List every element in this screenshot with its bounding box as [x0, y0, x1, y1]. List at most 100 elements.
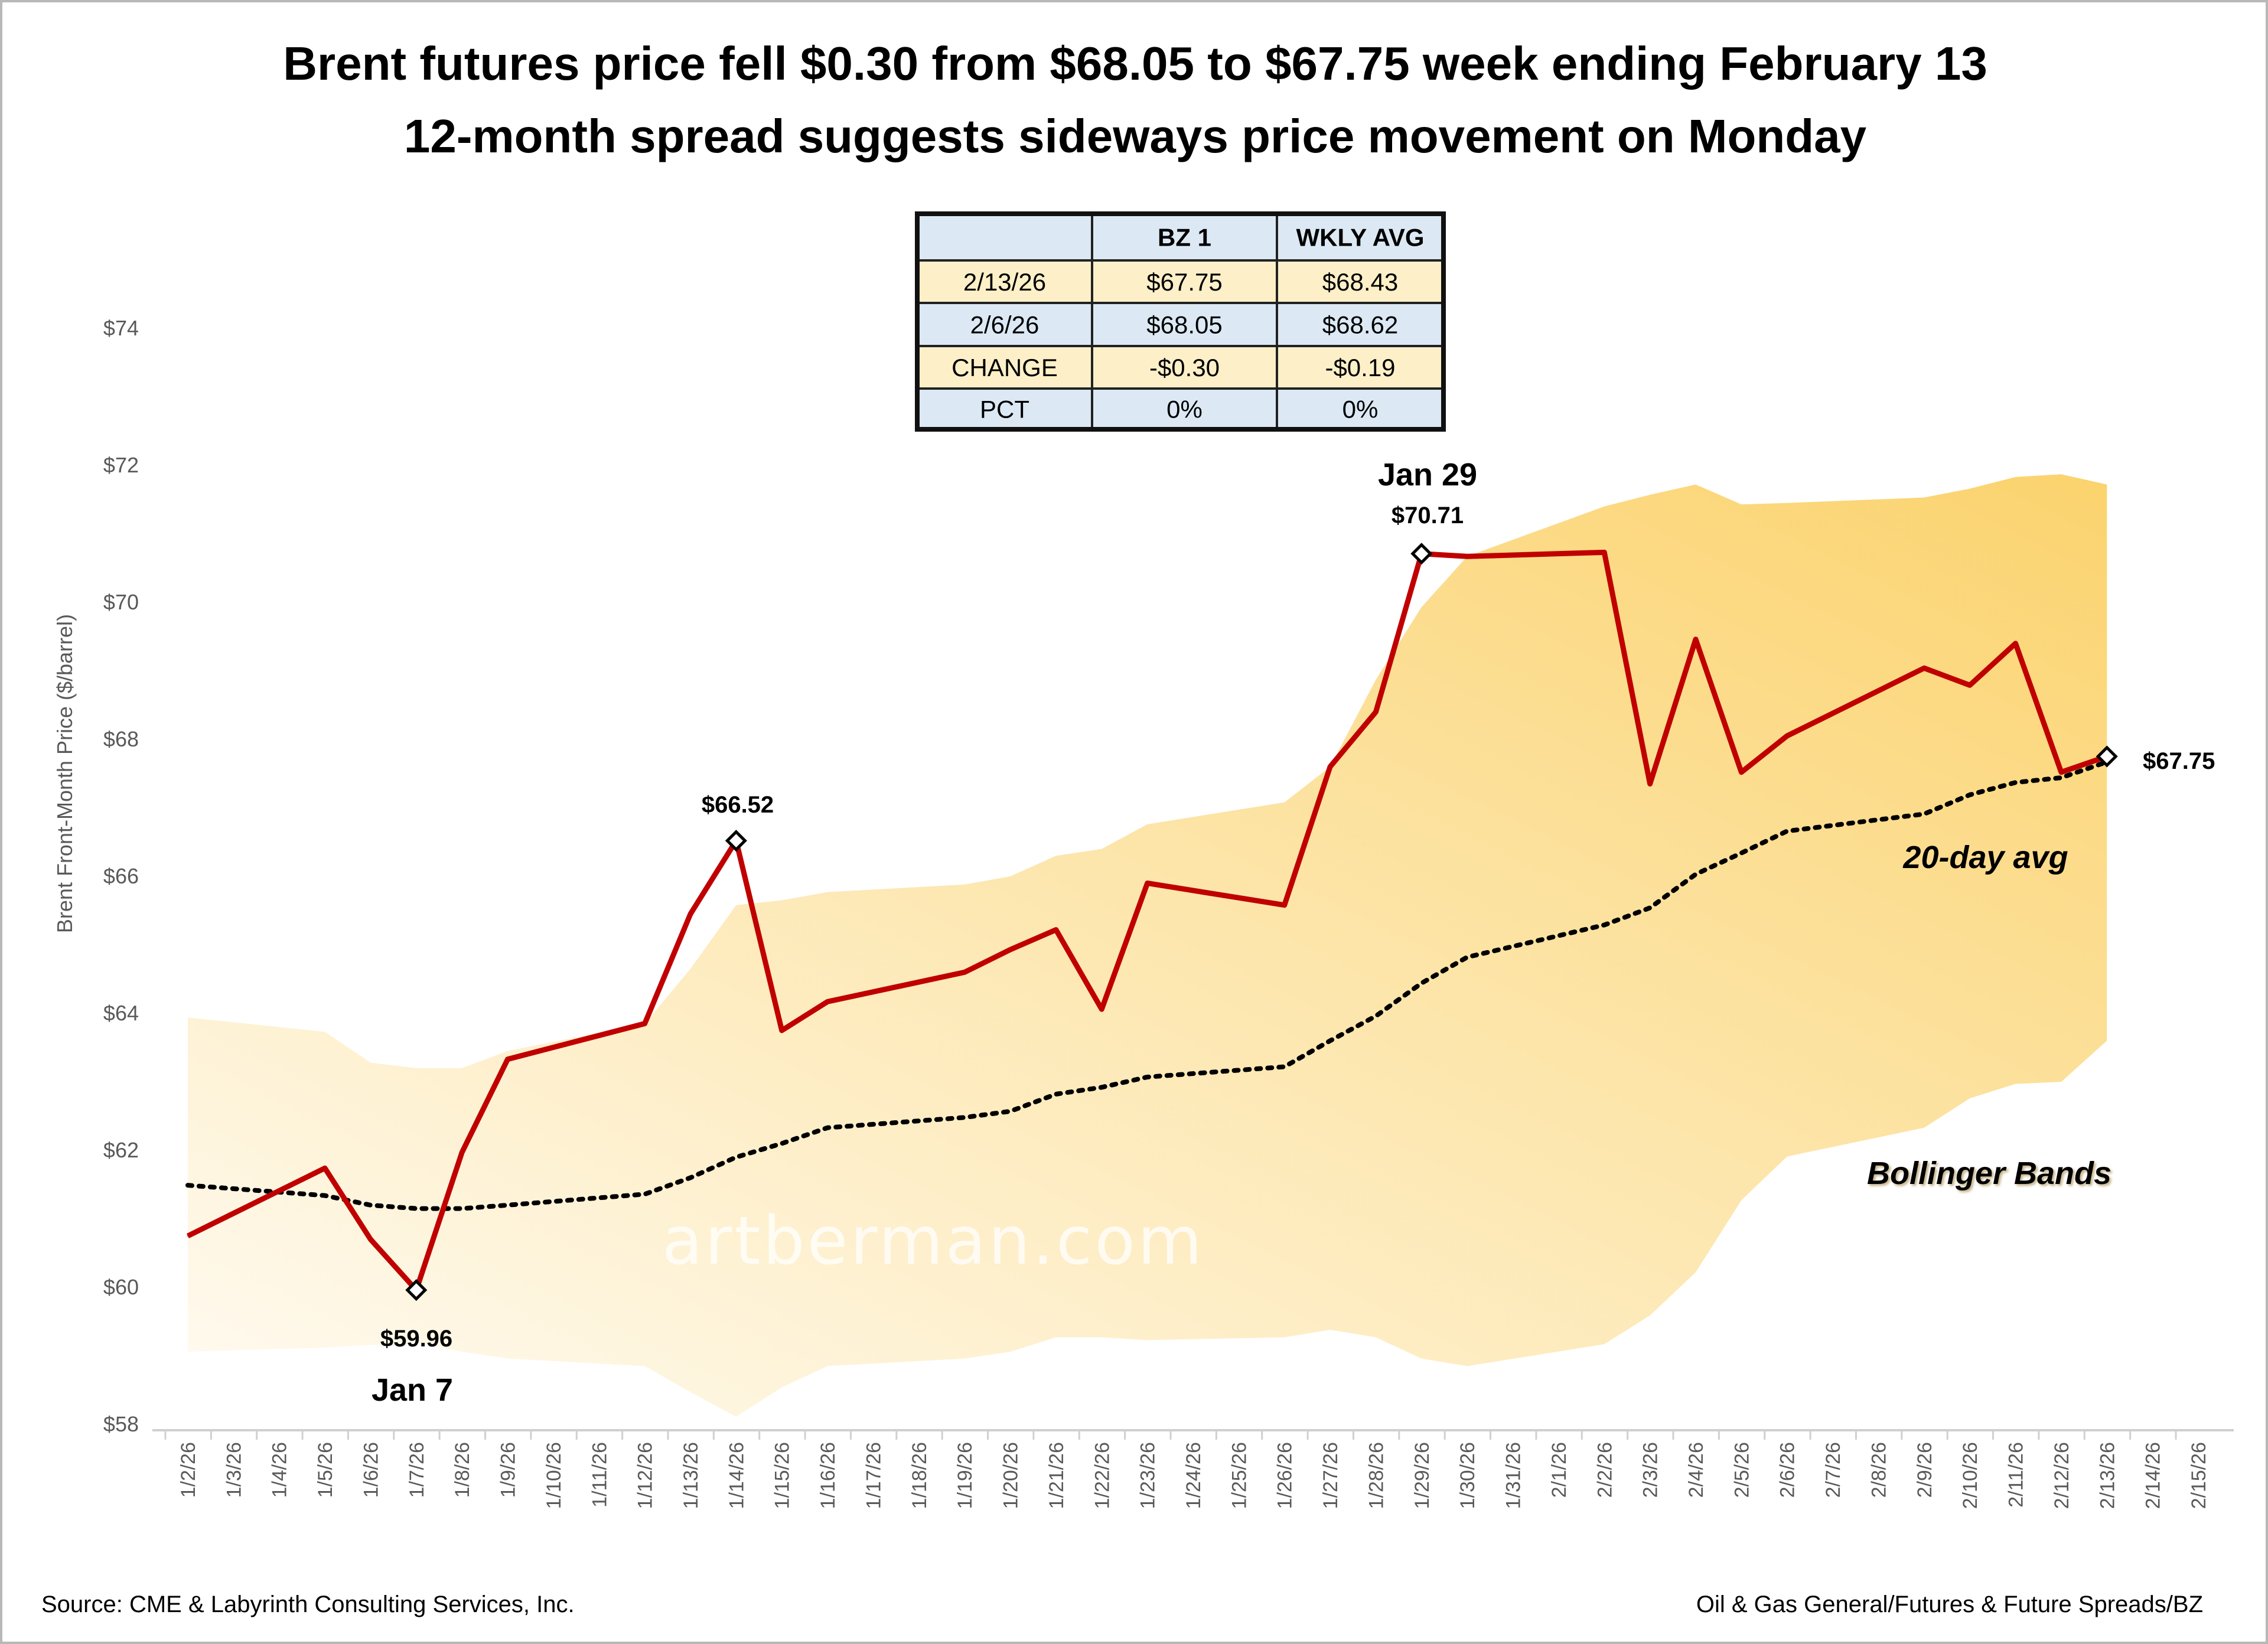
- price-point: [2060, 771, 2062, 773]
- price-point: [1375, 711, 1377, 713]
- x-tick-label: 1/19/26: [954, 1442, 976, 1509]
- price-point: [370, 1238, 372, 1240]
- annotation-jan29: Jan 29: [1378, 457, 1477, 492]
- price-point: [690, 913, 691, 915]
- y-tick-label: $70: [103, 590, 139, 614]
- path-note: Oil & Gas General/Futures & Future Sprea…: [1696, 1591, 2203, 1617]
- chart-subtitle: 12-month spread suggests sideways price …: [404, 110, 1867, 162]
- price-marker: [2096, 745, 2118, 768]
- table-cell-text: -$0.30: [1149, 354, 1220, 381]
- x-tick-label: 2/5/26: [1731, 1442, 1753, 1498]
- table-cell-text: $68.43: [1322, 268, 1398, 296]
- annotation-avg: 20-day avg: [1902, 840, 2068, 875]
- source-note: Source: CME & Labyrinth Consulting Servi…: [41, 1591, 575, 1617]
- chart-title: Brent futures price fell $0.30 from $68.…: [283, 37, 1987, 90]
- y-tick-label: $60: [103, 1275, 139, 1299]
- y-axis-title: Brent Front-Month Price ($/barrel): [53, 614, 77, 933]
- x-tick-label: 1/15/26: [771, 1442, 794, 1509]
- bollinger-band-area: [188, 474, 2107, 1417]
- table-cell: [1276, 345, 1445, 390]
- price-point: [507, 1058, 509, 1060]
- price-point: [1101, 1009, 1103, 1010]
- x-tick-label: 1/20/26: [1000, 1442, 1022, 1509]
- x-tick-label: 2/7/26: [1822, 1442, 1845, 1498]
- x-tick-label: 1/4/26: [269, 1442, 291, 1498]
- price-point: [1329, 766, 1331, 768]
- table-header-text: BZ 1: [1158, 224, 1211, 252]
- price-point: [1923, 667, 1925, 669]
- price-point: [644, 1023, 646, 1025]
- x-tick-label: 1/17/26: [862, 1442, 885, 1509]
- x-tick-label: 1/30/26: [1456, 1442, 1479, 1509]
- table-cell-text: 0%: [1342, 396, 1379, 423]
- annotation-jan7: Jan 7: [372, 1372, 453, 1408]
- annotation-p2: $66.52: [702, 792, 774, 818]
- table-cell-text: CHANGE: [951, 354, 1058, 381]
- y-tick-label: $62: [103, 1138, 139, 1162]
- price-point: [2015, 642, 2016, 644]
- price-point: [1649, 783, 1651, 785]
- table-cell-text: PCT: [980, 396, 1029, 423]
- table-cell: [916, 302, 1093, 347]
- x-tick-label: 1/14/26: [725, 1442, 748, 1509]
- x-tick-label: 2/6/26: [1777, 1442, 1799, 1498]
- watermark: artberman.com: [662, 1203, 1204, 1280]
- price-point: [1695, 638, 1696, 640]
- table-cell: [1276, 259, 1445, 304]
- table-cell: [1091, 302, 1278, 347]
- price-point: [1009, 949, 1011, 951]
- price-point: [1969, 684, 1971, 686]
- x-tick-label: 2/14/26: [2142, 1442, 2165, 1509]
- x-tick-label: 1/25/26: [1228, 1442, 1250, 1509]
- x-tick-label: 2/8/26: [1868, 1442, 1890, 1498]
- x-tick-label: 2/10/26: [1959, 1442, 1982, 1509]
- annotation-p4: $67.75: [2143, 748, 2215, 774]
- annotation-bb: Bollinger Bands: [1867, 1156, 2111, 1191]
- table-header-cell: [916, 213, 1093, 262]
- x-tick-label: 1/9/26: [497, 1442, 520, 1498]
- y-tick-label: $64: [103, 1001, 139, 1025]
- x-tick-label: 2/4/26: [1685, 1442, 1707, 1498]
- price-marker: [405, 1279, 428, 1302]
- x-tick-label: 1/7/26: [406, 1442, 428, 1498]
- annotation-p1: $70.71: [1392, 503, 1464, 529]
- x-tick-label: 1/24/26: [1182, 1442, 1205, 1509]
- table-cell-text: 2/6/26: [970, 311, 1040, 339]
- x-tick-label: 1/16/26: [817, 1442, 839, 1509]
- x-tick-label: 1/6/26: [360, 1442, 382, 1498]
- x-tick-label: 2/11/26: [2005, 1442, 2028, 1508]
- x-tick-label: 1/21/26: [1045, 1442, 1068, 1509]
- x-tick-label: 1/13/26: [680, 1442, 702, 1509]
- x-tick-label: 1/27/26: [1319, 1442, 1342, 1509]
- x-tick-label: 1/31/26: [1503, 1442, 1525, 1509]
- x-tick-label: 1/10/26: [543, 1442, 565, 1509]
- table-cell-text: 2/13/26: [963, 268, 1046, 296]
- price-point: [1467, 556, 1468, 557]
- x-tick-label: 1/26/26: [1274, 1442, 1296, 1509]
- price-point: [1146, 882, 1148, 884]
- x-tick-label: 2/3/26: [1640, 1442, 1662, 1498]
- x-tick-label: 1/5/26: [314, 1442, 337, 1498]
- x-tick-label: 1/12/26: [634, 1442, 657, 1509]
- price-point: [964, 971, 966, 973]
- table-cell: [1091, 259, 1278, 304]
- table-cell-text: 0%: [1166, 396, 1203, 423]
- table-cell: [1091, 387, 1278, 430]
- table-border: [915, 211, 1446, 432]
- table-cell: [916, 259, 1093, 304]
- price-point: [324, 1167, 326, 1169]
- price-marker: [1410, 543, 1433, 565]
- y-tick-label: $68: [103, 727, 139, 751]
- price-marker: [725, 830, 747, 852]
- x-tick-label: 2/13/26: [2096, 1442, 2119, 1509]
- table-cell-text: $68.62: [1322, 311, 1398, 339]
- x-tick-label: 2/1/26: [1548, 1442, 1570, 1498]
- price-point: [1741, 771, 1742, 773]
- price-point: [1283, 904, 1285, 906]
- x-tick-label: 2/12/26: [2051, 1442, 2073, 1509]
- x-tick-label: 2/15/26: [2188, 1442, 2210, 1509]
- x-tick-label: 1/28/26: [1365, 1442, 1387, 1509]
- table-cell-text: $67.75: [1146, 268, 1222, 296]
